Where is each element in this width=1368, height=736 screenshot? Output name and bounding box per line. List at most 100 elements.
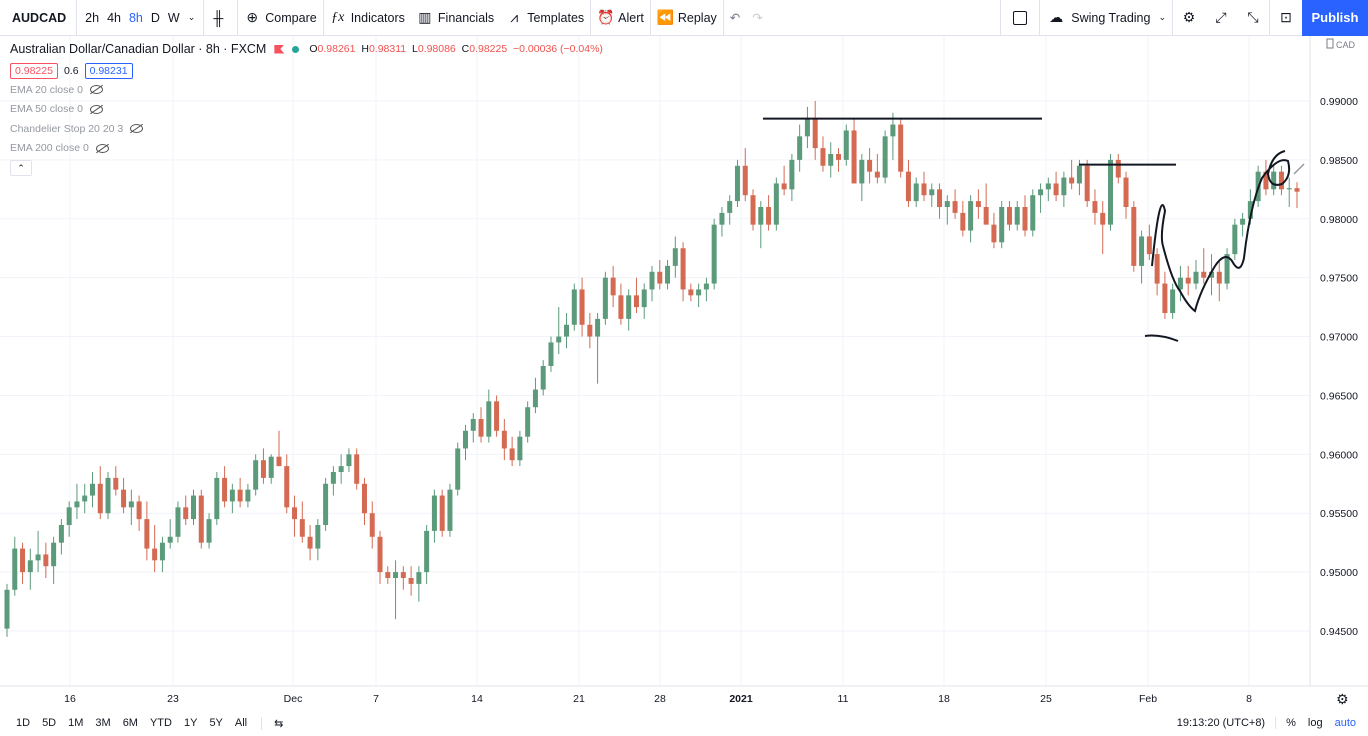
toolbar-divider <box>1269 0 1270 36</box>
candle-body <box>1240 218 1246 225</box>
range-1d[interactable]: 1D <box>16 717 31 729</box>
candle-body <box>1216 271 1222 284</box>
price-axis-label: 0.98000 <box>1320 214 1358 226</box>
candle-body <box>501 430 507 449</box>
candle-body <box>1045 183 1051 190</box>
snapshot-button[interactable]: ⊡ <box>1270 0 1302 36</box>
candle-body <box>828 154 834 166</box>
fullscreen-button[interactable]: ⤢ <box>1205 0 1237 36</box>
candle-body <box>416 572 422 584</box>
candle-body <box>1193 271 1199 284</box>
candle-body <box>361 483 367 514</box>
financials-button[interactable]: ▥ Financials <box>411 0 500 36</box>
auto-toggle[interactable]: auto <box>1334 717 1356 729</box>
alert-button[interactable]: ⏰ Alert <box>591 0 650 36</box>
candle-body <box>773 183 779 225</box>
ohlc-values: O0.98261 H0.98311 L0.98086 C0.98225 −0.0… <box>309 43 603 55</box>
toolbar-divider <box>322 0 324 36</box>
symbol-search-button[interactable]: AUDCAD <box>12 10 67 25</box>
legend-title[interactable]: Australian Dollar/Canadian Dollar · 8h ·… <box>10 42 267 56</box>
indicator-ema200[interactable]: EMA 200 close 0 <box>10 139 603 159</box>
interval-8h[interactable]: 8h <box>128 10 143 25</box>
support-mark <box>1144 334 1179 342</box>
redo-icon: ↷ <box>752 11 763 25</box>
time-axis-label: Feb <box>1139 693 1157 705</box>
range-5d[interactable]: 5D <box>42 717 57 729</box>
range-all[interactable]: All <box>234 717 248 729</box>
candle-body <box>1100 212 1106 225</box>
sell-price[interactable]: 0.98225 <box>10 62 58 79</box>
market-status-icon <box>292 45 300 53</box>
candle-body <box>672 248 678 266</box>
range-6m[interactable]: 6M <box>122 717 138 729</box>
interval-w[interactable]: W <box>167 10 180 25</box>
eye-hidden-icon[interactable] <box>95 143 109 153</box>
restore-button[interactable]: ⤡ <box>1237 0 1269 36</box>
function-icon: ƒx <box>331 9 345 25</box>
indicator-chandelier[interactable]: Chandelier Stop 20 20 3 <box>10 119 603 139</box>
candle-body <box>1131 207 1137 266</box>
replay-button[interactable]: ⏪ Replay <box>651 0 723 36</box>
interval-4h[interactable]: 4h <box>107 10 121 25</box>
log-toggle[interactable]: log <box>1307 717 1323 729</box>
candle-body <box>610 277 616 296</box>
candle-body <box>843 130 849 160</box>
candle-body <box>424 530 430 573</box>
flag-icon[interactable] <box>274 44 285 54</box>
chart-type-button[interactable]: ╫ <box>204 0 237 36</box>
toolbar-divider <box>203 0 205 36</box>
toolbar-divider <box>237 0 239 36</box>
interval-dropdown-icon[interactable]: ⌄ <box>187 12 196 22</box>
interval-d[interactable]: D <box>150 10 160 25</box>
axis-settings-icon[interactable]: ⚙ <box>1336 692 1349 708</box>
eye-hidden-icon[interactable] <box>130 124 144 134</box>
saved-layout-button[interactable]: ☁ Swing Trading ⌄ <box>1040 0 1172 36</box>
range-3m[interactable]: 3M <box>95 717 111 729</box>
candle-body <box>237 489 243 502</box>
indicator-ema20[interactable]: EMA 20 close 0 <box>10 80 603 100</box>
candle-body <box>1084 165 1090 202</box>
candle-body <box>1185 277 1191 284</box>
toolbar-divider <box>590 0 592 36</box>
collapse-legend-button[interactable]: ⌃ <box>10 160 32 176</box>
candle-body <box>913 183 919 202</box>
eye-hidden-icon[interactable] <box>89 85 103 95</box>
indicator-ema50[interactable]: EMA 50 close 0 <box>10 100 603 120</box>
candle-body <box>789 159 795 190</box>
range-5y[interactable]: 5Y <box>209 717 223 729</box>
candle-body <box>991 224 997 243</box>
candle-body <box>214 477 220 520</box>
publish-button[interactable]: Publish <box>1302 0 1368 36</box>
redo-button[interactable]: ↷ <box>746 0 768 36</box>
candle-body <box>937 189 943 207</box>
indicator-label: Chandelier Stop 20 20 3 <box>10 122 124 135</box>
indicators-button[interactable]: ƒx Indicators <box>324 0 411 36</box>
settings-button[interactable]: ⚙ <box>1173 0 1205 36</box>
undo-button[interactable]: ↶ <box>724 0 746 36</box>
candle-body <box>1053 183 1059 196</box>
goto-date-button[interactable]: ⇆ <box>261 716 289 730</box>
range-1y[interactable]: 1Y <box>183 717 198 729</box>
buy-price[interactable]: 0.98231 <box>84 62 133 79</box>
interval-2h[interactable]: 2h <box>85 10 100 25</box>
percent-toggle[interactable]: % <box>1275 717 1302 729</box>
compare-button[interactable]: ⊕ Compare <box>238 0 322 36</box>
candle-body <box>532 389 538 408</box>
layout-button[interactable] <box>1001 0 1039 36</box>
candle-body <box>455 448 461 490</box>
time-axis-label: 28 <box>654 693 666 705</box>
range-1m[interactable]: 1M <box>68 717 84 729</box>
clock[interactable]: 19:13:20 (UTC+8) <box>1176 717 1266 729</box>
price-chart[interactable]: 0.99000 0.98500 0.98000 0.97500 0.97000 0.965… <box>0 36 1368 710</box>
candle-body <box>66 507 72 525</box>
range-ytd[interactable]: YTD <box>149 717 172 729</box>
undo-icon: ↶ <box>729 11 741 25</box>
templates-button[interactable]: ⩘ Templates <box>500 0 590 36</box>
time-axis-label: 25 <box>1040 693 1052 705</box>
candle-body <box>1294 188 1300 192</box>
candle-body <box>1139 236 1145 266</box>
candle-body <box>696 289 702 296</box>
time-axis-label: 23 <box>167 693 179 705</box>
eye-hidden-icon[interactable] <box>89 104 103 114</box>
candle-body <box>377 536 383 573</box>
